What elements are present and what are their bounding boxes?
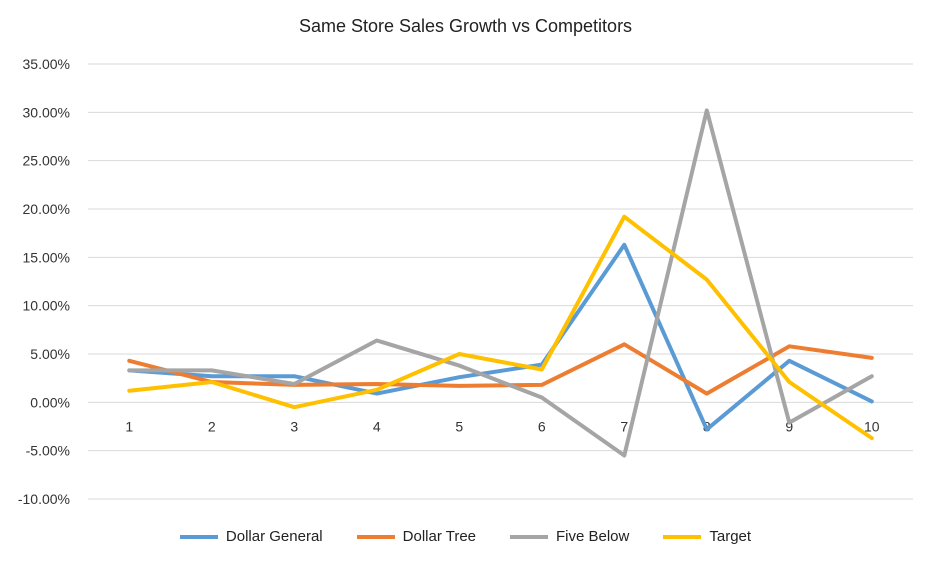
chart-title: Same Store Sales Growth vs Competitors (298, 16, 633, 36)
x-tick-label: 5 (455, 418, 463, 434)
series-line-target (127, 214, 874, 441)
legend-item: Dollar General (179, 528, 323, 545)
x-tick-label: 3 (290, 418, 298, 434)
y-tick-label: 15.00% (23, 249, 70, 265)
x-tick-label: 9 (785, 418, 793, 434)
y-tick-label: -10.00% (18, 491, 70, 507)
legend-label: Five Below (556, 528, 630, 545)
x-tick-label: 1 (125, 418, 133, 434)
legend: Dollar General Dollar Tree Five Below Targe… (0, 528, 931, 545)
x-tick-labels: 1 2 3 4 5 6 7 8 9 10 (125, 418, 879, 434)
x-tick-label: 7 (620, 418, 628, 434)
y-tick-label: 20.00% (23, 201, 70, 217)
legend-swatch (663, 534, 702, 539)
legend-label: Target (709, 528, 752, 545)
legend-label: Dollar General (225, 528, 323, 545)
x-tick-label: 2 (208, 418, 216, 434)
series-line-five-below (127, 108, 874, 458)
legend-swatch (179, 534, 218, 539)
legend-swatch (510, 534, 548, 539)
y-tick-label: 10.00% (23, 298, 70, 314)
series-lines (127, 108, 874, 458)
y-tick-label: 5.00% (30, 346, 70, 362)
y-tick-label: 35.00% (23, 56, 70, 72)
series-line-dollar-tree (127, 342, 874, 396)
x-tick-label: 6 (538, 418, 546, 434)
series-line-dollar-general (127, 242, 874, 432)
y-tick-labels: 35.00% 30.00% 25.00% 20.00% 15.00% 10.00% 5.00… (18, 56, 70, 507)
y-tick-label: -5.00% (26, 443, 70, 459)
legend-item: Target (663, 528, 751, 545)
legend-swatch (356, 534, 395, 539)
y-tick-label: 30.00% (23, 104, 70, 120)
x-tick-label: 4 (373, 418, 381, 434)
legend-item: Dollar Tree (356, 528, 476, 545)
legend-label: Dollar Tree (402, 528, 476, 545)
y-tick-label: 0.00% (30, 394, 70, 410)
x-tick-label: 10 (864, 418, 880, 434)
legend-item: Five Below (510, 528, 629, 545)
y-tick-label: 25.00% (23, 153, 70, 169)
